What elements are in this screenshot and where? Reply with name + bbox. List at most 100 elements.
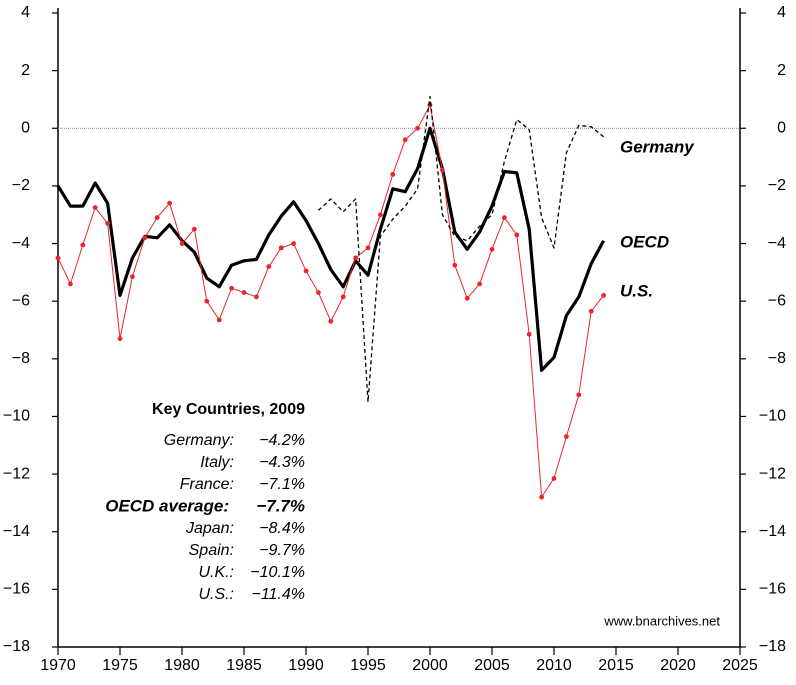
y2-tick-label: −12 [759, 465, 786, 482]
x-tick-label: 2020 [660, 657, 696, 674]
data-point [142, 235, 148, 241]
data-point [266, 264, 272, 269]
data-point [365, 245, 371, 251]
data-point [440, 167, 445, 173]
data-point [340, 294, 346, 300]
y-tick-label: −6 [12, 292, 30, 309]
x-tick-label: 2015 [598, 657, 634, 674]
key-value: −4.2% [259, 432, 305, 449]
series-label: OECD [620, 232, 669, 251]
x-tick-label: 1995 [350, 657, 386, 674]
data-point [514, 232, 520, 238]
data-point [303, 268, 309, 274]
key-value: −11.4% [251, 586, 305, 603]
data-point [378, 212, 383, 218]
y2-tick-label: 0 [777, 119, 786, 136]
key-value: −10.1% [250, 564, 305, 581]
data-point [452, 262, 458, 268]
key-label: OECD average: [105, 496, 229, 515]
series-line [317, 95, 605, 403]
x-tick-label: 2000 [412, 657, 448, 674]
data-point [526, 331, 532, 337]
data-point [204, 298, 210, 304]
data-point [477, 281, 482, 287]
y-tick-label: 4 [21, 4, 30, 21]
key-label: Germany: [164, 432, 234, 449]
y2-tick-label: −18 [759, 638, 786, 655]
data-point [564, 434, 569, 440]
data-point [105, 220, 110, 226]
x-tick-label: 1985 [226, 657, 262, 674]
data-point [464, 295, 470, 301]
data-point [278, 245, 284, 251]
data-point [551, 476, 557, 481]
data-point [216, 317, 222, 323]
y-tick-label: −4 [12, 235, 30, 252]
key-value: −4.3% [259, 454, 305, 471]
y-tick-label: −16 [3, 581, 30, 598]
y-tick-label: −14 [3, 523, 30, 540]
data-point [588, 308, 594, 314]
y-tick-label: −2 [12, 177, 30, 194]
data-point [130, 274, 135, 280]
y-tick-label: −12 [3, 465, 30, 482]
y-tick-label: 0 [21, 119, 30, 136]
y2-tick-label: 2 [777, 62, 786, 79]
data-point [192, 226, 197, 232]
data-point [154, 215, 160, 221]
key-label: U.S.: [198, 586, 234, 603]
key-value: −7.1% [259, 476, 305, 493]
data-point [328, 318, 334, 324]
data-point [229, 285, 235, 291]
data-point [291, 241, 296, 246]
y2-tick-label: −6 [768, 292, 786, 309]
data-point [254, 294, 259, 300]
data-point [179, 241, 185, 246]
series-label: Germany [620, 137, 695, 156]
data-point [601, 293, 606, 298]
x-tick-label: 1975 [102, 657, 138, 674]
data-point [539, 494, 544, 500]
data-point [390, 171, 396, 177]
key-value: −9.7% [259, 542, 305, 559]
series-line [56, 126, 606, 372]
data-point [415, 125, 420, 131]
x-tick-label: 1970 [40, 657, 76, 674]
data-point [241, 290, 247, 295]
data-point [68, 281, 73, 287]
key-title: Key Countries, 2009 [152, 401, 305, 418]
y-tick-label: −18 [3, 638, 30, 655]
x-tick-label: 2010 [536, 657, 572, 674]
y2-tick-label: −4 [768, 235, 786, 252]
series-line [57, 104, 604, 498]
series-label: U.S. [620, 281, 653, 300]
data-point [576, 392, 582, 398]
data-point [502, 215, 507, 221]
y2-tick-label: 4 [777, 4, 786, 21]
source: www.bnarchives.net [603, 613, 720, 628]
y2-tick-label: −8 [768, 350, 786, 367]
x-tick-label: 1990 [288, 657, 324, 674]
y-tick-label: −10 [3, 408, 30, 425]
key-value: −8.4% [259, 520, 305, 537]
data-point [80, 242, 86, 248]
data-point [489, 246, 495, 252]
y2-tick-label: −16 [759, 581, 786, 598]
key-label: Spain: [189, 542, 234, 559]
y2-tick-label: −14 [759, 523, 786, 540]
y2-tick-label: −2 [768, 177, 786, 194]
y-tick-label: −8 [12, 350, 30, 367]
y-tick-label: 2 [21, 62, 30, 79]
data-point [167, 200, 173, 206]
data-point [316, 290, 321, 295]
key-value: −7.7% [256, 496, 305, 515]
data-point [92, 205, 98, 210]
data-point [353, 255, 358, 261]
key-label: U.K.: [198, 564, 234, 581]
key-label: Japan: [185, 520, 234, 537]
x-tick-label: 2025 [722, 657, 758, 674]
data-point [55, 255, 61, 261]
data-point [117, 336, 123, 342]
y2-tick-label: −10 [759, 408, 786, 425]
